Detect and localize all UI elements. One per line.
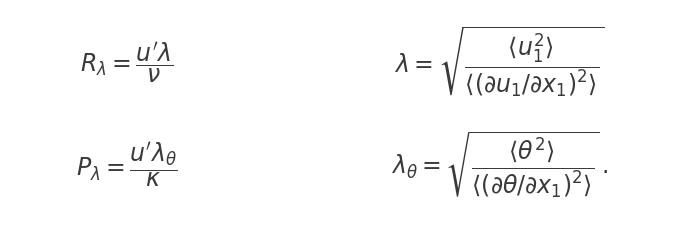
Text: $P_\lambda = \dfrac{u^\prime\lambda_\theta}{\kappa}$: $P_\lambda = \dfrac{u^\prime\lambda_\the…	[76, 140, 178, 189]
Text: $\lambda = \sqrt{\dfrac{\langle u_1^2 \rangle}{\langle (\partial u_1 / \partial : $\lambda = \sqrt{\dfrac{\langle u_1^2 \r…	[395, 25, 606, 100]
Text: $R_\lambda = \dfrac{u^\prime\lambda}{\nu}$: $R_\lambda = \dfrac{u^\prime\lambda}{\nu…	[81, 40, 174, 85]
Text: $\lambda_\theta = \sqrt{\dfrac{\langle \theta^2 \rangle}{\langle (\partial \thet: $\lambda_\theta = \sqrt{\dfrac{\langle \…	[391, 129, 609, 200]
